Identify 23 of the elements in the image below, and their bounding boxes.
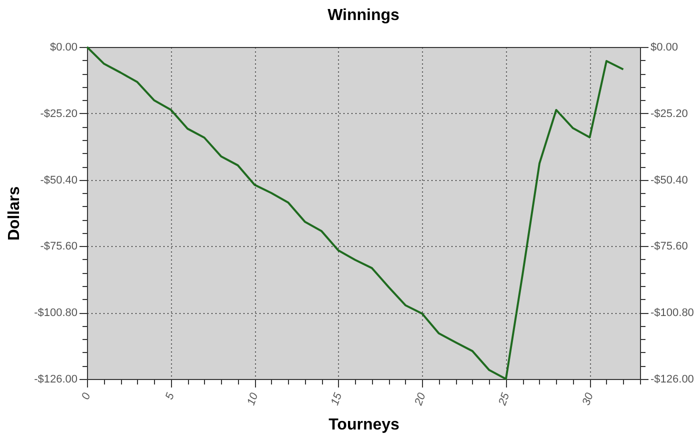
y2-tick-label: -$100.80: [650, 307, 694, 320]
y-tick-label: -$75.60: [40, 240, 78, 253]
y2-tick-label: -$50.40: [650, 174, 688, 186]
y-tick-label: -$126.00: [34, 374, 78, 386]
x-tick-label: 0: [80, 390, 94, 402]
y-tick-label: -$25.20: [40, 108, 78, 120]
line-series: [86, 46, 624, 380]
y-tick-label: -$50.40: [40, 174, 78, 186]
x-tick-label: 15: [329, 390, 345, 408]
x-tick-label: 30: [580, 390, 596, 408]
y-axis-title: Dollars: [6, 186, 24, 241]
y2-tick-label: $0.00: [650, 42, 678, 54]
y2-tick-label: -$126.00: [650, 374, 694, 386]
y2-tick-label: -$25.20: [650, 108, 688, 120]
y-tick-label: $0.00: [50, 42, 78, 54]
x-tick-label: 20: [412, 390, 429, 408]
y-tick-label: -$100.80: [34, 307, 78, 320]
chart-title: Winnings: [328, 7, 400, 24]
x-tick-label: 10: [245, 390, 262, 408]
x-tick-label: 25: [496, 390, 512, 408]
x-tick-label: 5: [164, 390, 178, 402]
y2-tick-label: -$75.60: [650, 240, 688, 253]
x-axis-title: Tourneys: [328, 416, 400, 434]
